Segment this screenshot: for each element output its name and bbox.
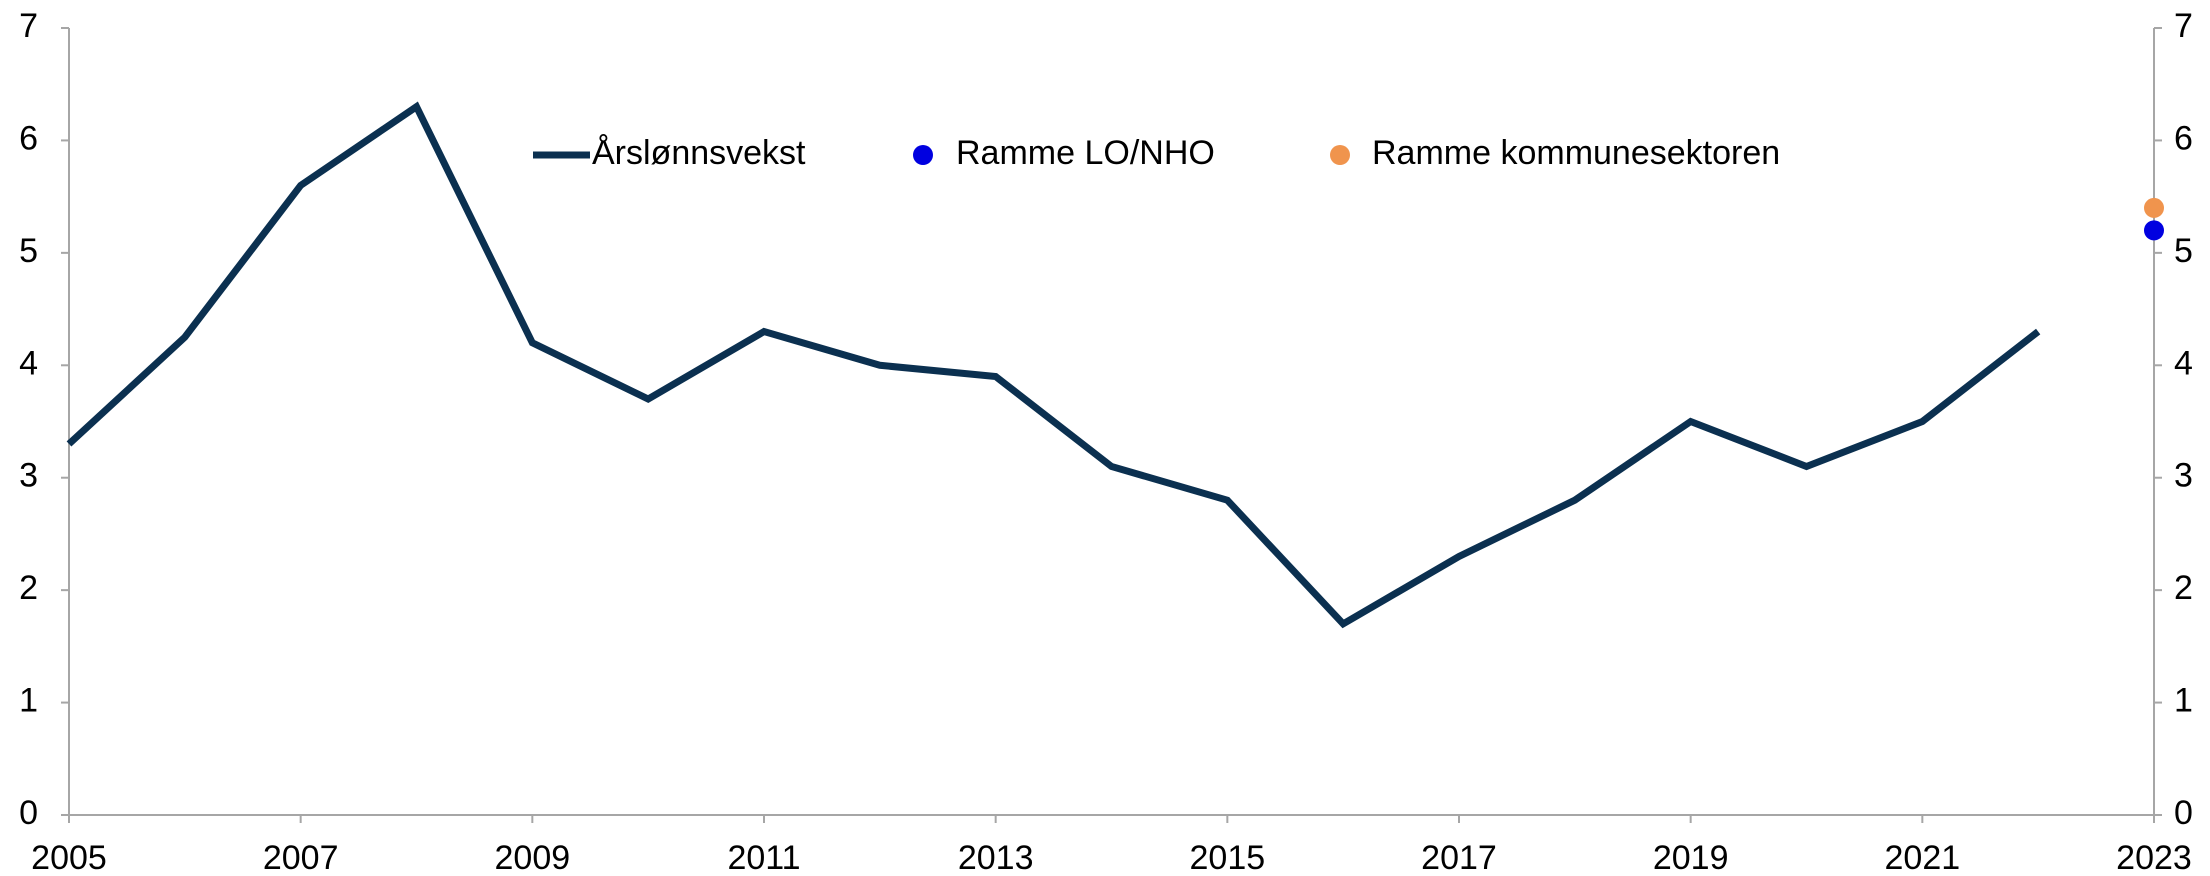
y-tick-label: 4 <box>19 344 38 382</box>
y2-tick-label: 1 <box>2174 682 2193 720</box>
y2-tick-label: 7 <box>2174 7 2193 45</box>
legend-label: Ramme kommunesektoren <box>1372 134 1780 172</box>
y2-tick-label: 2 <box>2174 569 2193 607</box>
y-tick-label: 1 <box>19 682 38 720</box>
legend-swatch <box>1330 145 1350 165</box>
y2-tick-label: 4 <box>2174 344 2193 382</box>
y-tick-label: 3 <box>19 457 38 495</box>
x-tick-label: 2019 <box>1653 839 1729 876</box>
x-tick-label: 2005 <box>31 839 107 876</box>
x-tick-label: 2009 <box>495 839 571 876</box>
x-tick-label: 2015 <box>1190 839 1266 876</box>
y-tick-label: 5 <box>19 232 38 270</box>
legend-label: Årslønnsvekst <box>592 134 806 172</box>
y2-tick-label: 6 <box>2174 119 2193 157</box>
y-tick-label: 7 <box>19 7 38 45</box>
x-tick-label: 2007 <box>263 839 339 876</box>
dot <box>2144 220 2164 241</box>
legend-label: Ramme LO/NHO <box>956 134 1215 172</box>
line <box>66 101 2041 629</box>
x-tick-label: 2017 <box>1421 839 1497 876</box>
y2-tick-label: 0 <box>2174 794 2193 832</box>
y-tick-label: 0 <box>19 794 38 832</box>
dot <box>2144 197 2164 218</box>
y-tick-label: 6 <box>19 119 38 157</box>
y2-tick-label: 5 <box>2174 232 2193 270</box>
x-tick-label: 2023 <box>2116 839 2192 876</box>
legend-swatch <box>913 145 933 165</box>
y2-tick-label: 3 <box>2174 457 2193 495</box>
y-tick-label: 2 <box>19 569 38 607</box>
x-tick-label: 2021 <box>1885 839 1961 876</box>
x-tick-label: 2011 <box>727 839 800 876</box>
x-tick-label: 2013 <box>958 839 1034 876</box>
